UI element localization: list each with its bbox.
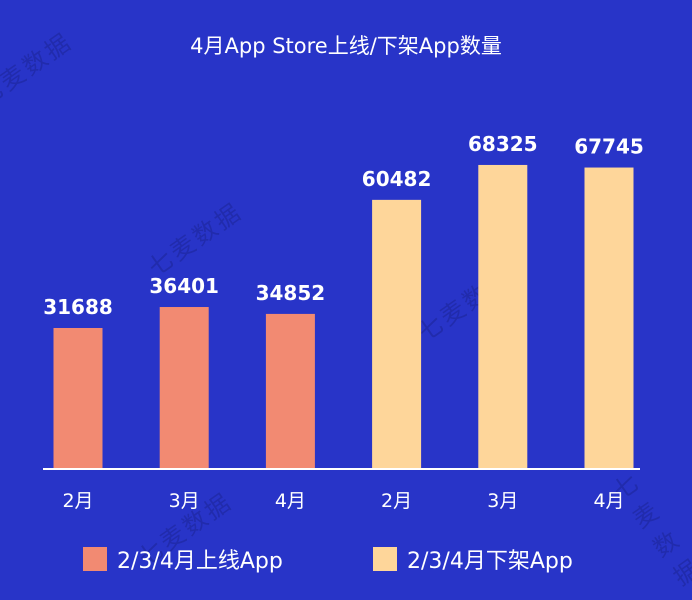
legend-label: 2/3/4月下架App [407,549,573,574]
legend-label: 2/3/4月上线App [117,549,283,574]
legend-swatch [373,547,397,571]
data-label: 31688 [43,295,113,319]
bar [265,313,315,469]
x-tick-label: 4月 [275,490,306,512]
bar [53,327,103,469]
data-label: 34852 [256,281,326,305]
legend-swatch [83,547,107,571]
data-label: 60482 [362,167,432,191]
chart-title: 4月App Store上线/下架App数量 [190,34,502,58]
x-tick-label: 3月 [169,490,200,512]
legend-item-online[interactable]: 2/3/4月上线App [83,543,283,575]
x-tick-label: 3月 [487,490,518,512]
data-label: 68325 [468,132,538,156]
bar [478,164,528,470]
data-label: 67745 [574,135,644,159]
bar [584,167,634,470]
x-tick-label: 2月 [62,490,93,512]
bar [159,307,209,469]
x-tick-label: 2月 [381,490,412,512]
data-label: 36401 [149,274,219,298]
legend-item-offline[interactable]: 2/3/4月下架App [373,543,573,575]
x-tick-label: 4月 [593,490,624,512]
bar [372,199,422,469]
